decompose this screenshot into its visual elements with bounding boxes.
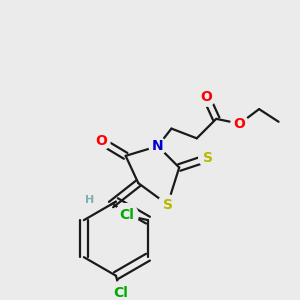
Circle shape (92, 133, 110, 150)
Circle shape (199, 148, 218, 167)
Text: O: O (234, 117, 246, 131)
Text: Cl: Cl (119, 208, 134, 222)
Text: O: O (201, 90, 212, 104)
Circle shape (231, 115, 248, 133)
Text: N: N (152, 139, 164, 153)
Circle shape (158, 195, 177, 214)
Circle shape (115, 204, 138, 227)
Text: S: S (163, 198, 172, 212)
Text: H: H (85, 195, 94, 205)
Circle shape (82, 192, 98, 208)
Text: S: S (203, 151, 213, 165)
Circle shape (198, 88, 215, 106)
Circle shape (109, 281, 133, 300)
Text: O: O (95, 134, 107, 148)
Text: Cl: Cl (113, 286, 128, 300)
Circle shape (149, 137, 166, 155)
